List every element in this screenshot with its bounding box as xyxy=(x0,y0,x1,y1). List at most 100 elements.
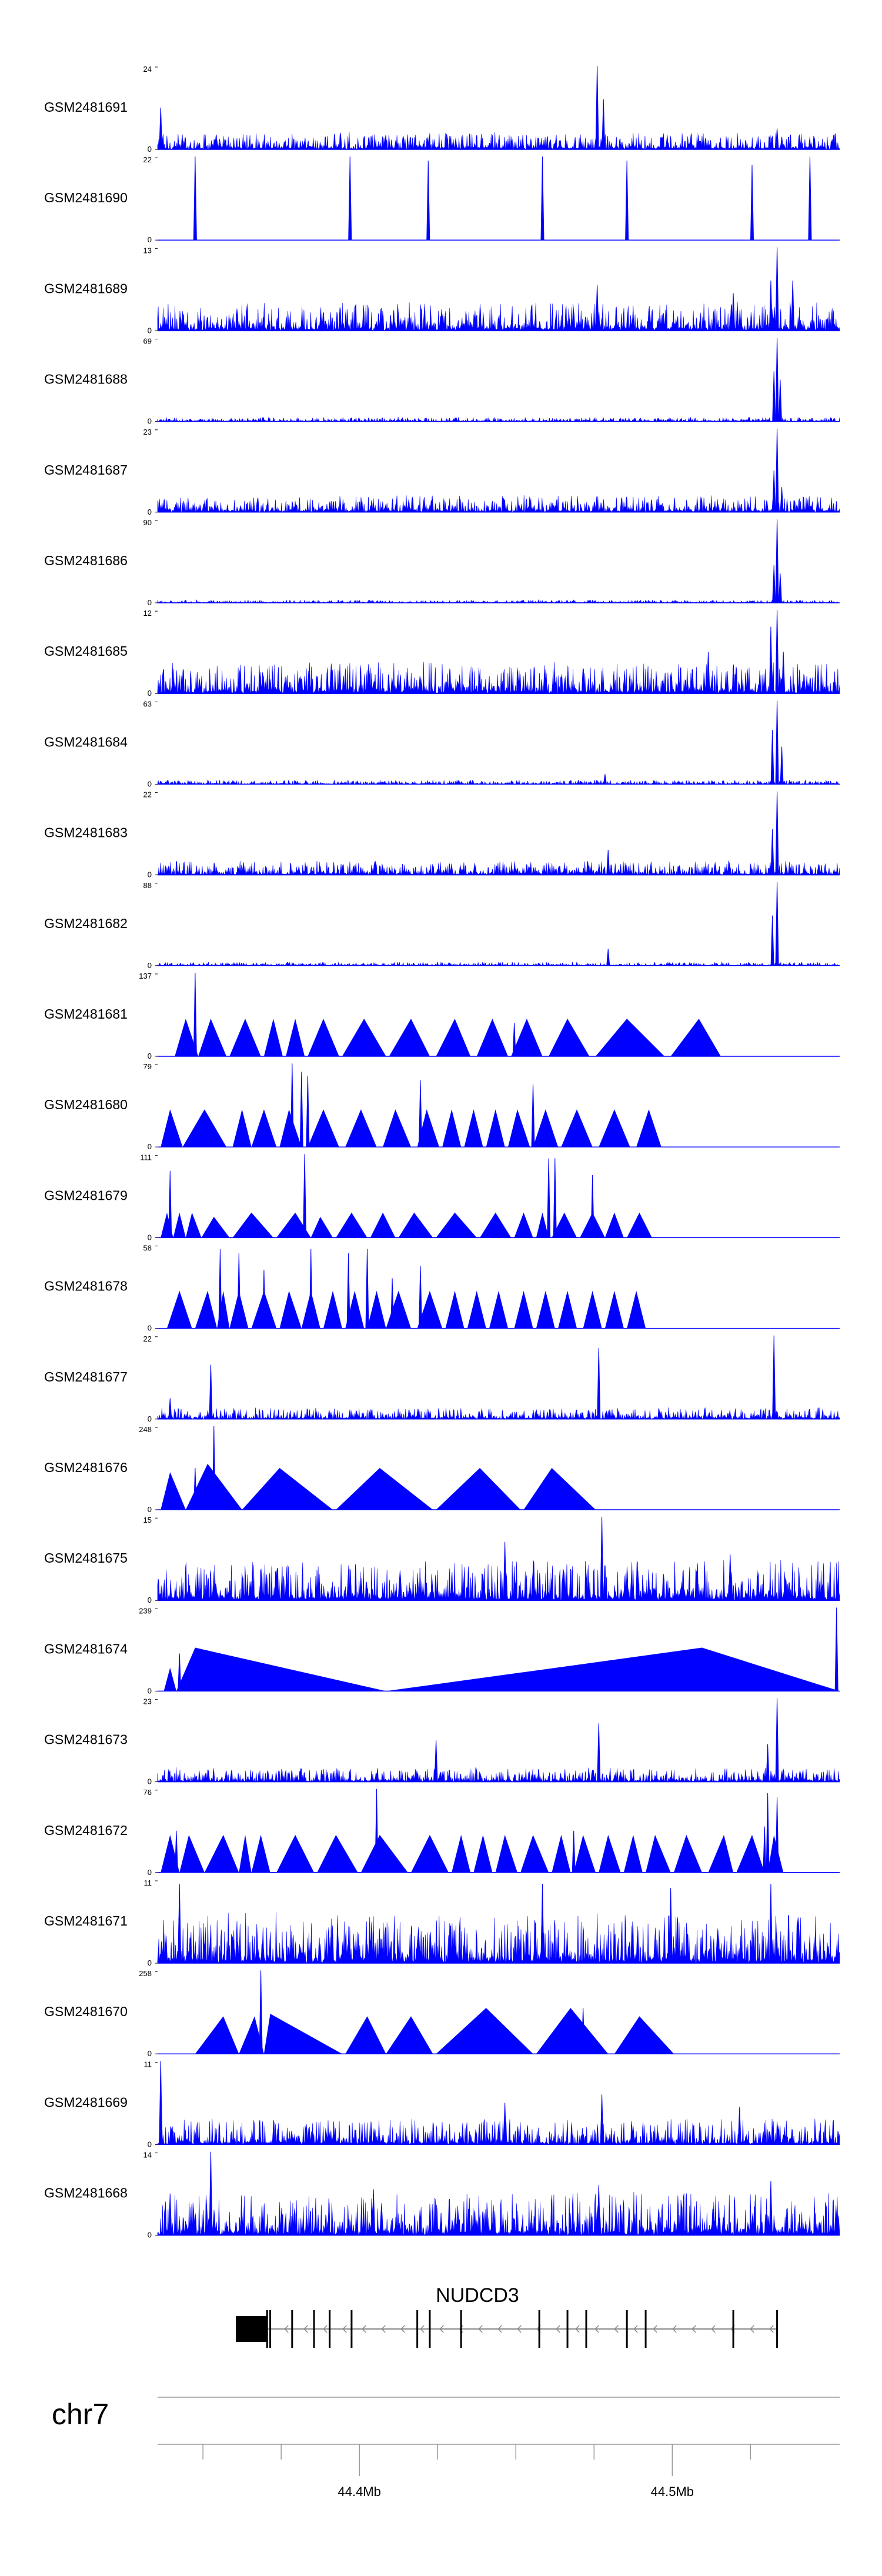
coverage-spike xyxy=(513,1023,516,1056)
coverage-area xyxy=(158,1767,840,1782)
coverage-spike xyxy=(776,792,779,875)
coverage-peak xyxy=(489,1291,508,1329)
gene-exon xyxy=(329,2310,330,2348)
coverage-spike xyxy=(776,700,779,784)
coverage-spike xyxy=(572,1831,575,1873)
y-min-label: 0 xyxy=(148,417,152,426)
coverage-spike xyxy=(596,66,599,149)
coverage-spike xyxy=(771,916,774,966)
track-label: GSM2481688 xyxy=(44,372,128,387)
coverage-peak xyxy=(233,1109,252,1147)
gene-exon xyxy=(776,2310,778,2348)
track-GSM2481682: GSM2481682880 xyxy=(44,881,840,970)
coverage-spike xyxy=(212,1426,215,1510)
coverage-peak xyxy=(436,1019,471,1056)
coverage-spike xyxy=(773,1336,776,1419)
coverage-spike xyxy=(707,652,710,693)
coverage-spike xyxy=(602,99,605,149)
coverage-area xyxy=(158,132,840,149)
coverage-spike xyxy=(763,1827,766,1873)
gene-exon xyxy=(460,2310,462,2348)
coverage-spike xyxy=(262,1270,265,1328)
coverage-peak xyxy=(496,1835,517,1873)
coverage-spike xyxy=(603,774,606,784)
coverage-peak xyxy=(627,1213,652,1238)
coverage-spike xyxy=(600,1517,603,1600)
coverage-peak xyxy=(317,1835,358,1873)
coverage-spike xyxy=(597,1723,600,1781)
track-GSM2481687: GSM2481687230 xyxy=(44,428,840,516)
coverage-spike xyxy=(776,429,779,512)
track-label: GSM2481686 xyxy=(44,553,128,568)
track-label: GSM2481675 xyxy=(44,1550,128,1566)
coverage-peak xyxy=(201,1217,229,1238)
y-min-label: 0 xyxy=(148,2231,152,2240)
y-min-label: 0 xyxy=(148,1505,152,1514)
coverage-peak xyxy=(674,1835,702,1873)
y-max-label: 76 xyxy=(143,1788,152,1797)
y-min-label: 0 xyxy=(148,779,152,788)
coverage-peak xyxy=(442,1109,461,1147)
utr-exon xyxy=(236,2316,267,2342)
coverage-peak xyxy=(508,1109,530,1147)
y-min-label: 0 xyxy=(148,326,152,335)
track-label: GSM2481668 xyxy=(44,2185,128,2201)
y-max-label: 90 xyxy=(143,518,152,527)
track-label: GSM2481671 xyxy=(44,1913,128,1928)
gene-name-label: NUDCD3 xyxy=(436,2284,519,2307)
axis-tick-label: 44.4Mb xyxy=(338,2484,381,2499)
coverage-peak xyxy=(389,1019,430,1056)
coverage-peak xyxy=(286,1019,305,1056)
coverage-peak xyxy=(536,2008,608,2054)
coverage-peak xyxy=(386,2016,433,2054)
track-GSM2481673: GSM2481673 23 0 xyxy=(44,1697,840,1786)
coverage-peak xyxy=(473,1835,492,1873)
coverage-spike xyxy=(309,1249,312,1329)
track-GSM2481672: GSM2481672760 xyxy=(44,1788,840,1877)
y-min-label: 0 xyxy=(148,961,152,970)
coverage-peak xyxy=(574,1835,596,1873)
y-min-label: 0 xyxy=(148,235,152,244)
coverage-peak xyxy=(736,1835,764,1873)
y-max-label: 111 xyxy=(140,1153,152,1162)
coverage-area xyxy=(158,662,840,693)
coverage-peak xyxy=(524,1468,596,1510)
track-GSM2481680: GSM2481680790 xyxy=(44,1062,840,1151)
coverage-area xyxy=(158,2192,840,2235)
coverage-peak xyxy=(264,2014,342,2054)
coverage-peak xyxy=(436,2008,533,2054)
y-min-label: 0 xyxy=(148,1052,152,1060)
gene-exon xyxy=(429,2310,430,2348)
gene-exon xyxy=(266,2310,268,2348)
track-label: GSM2481683 xyxy=(44,825,128,840)
y-max-label: 15 xyxy=(143,1516,152,1524)
coverage-peak xyxy=(370,1213,396,1238)
track-GSM2481691: GSM2481691240 xyxy=(44,65,840,154)
coverage-area xyxy=(158,962,840,966)
y-min-label: 0 xyxy=(148,1233,152,1242)
coverage-peak xyxy=(386,1291,411,1329)
coverage-spike xyxy=(607,949,610,965)
coverage-peak xyxy=(167,1291,192,1329)
coverage-spike xyxy=(769,627,772,694)
axis-tick-label: 44.5Mb xyxy=(651,2484,694,2499)
y-max-label: 22 xyxy=(143,1334,152,1343)
coverage-spike xyxy=(776,882,779,966)
coverage-peak xyxy=(342,1019,386,1056)
coverage-area xyxy=(158,417,840,421)
coverage-spike xyxy=(391,1278,394,1328)
coverage-spike xyxy=(776,1699,779,1782)
coverage-spike xyxy=(366,1249,369,1329)
coverage-spike xyxy=(193,156,196,240)
coverage-peak xyxy=(280,1291,302,1329)
coverage-peak xyxy=(195,1291,217,1329)
y-min-label: 0 xyxy=(148,508,152,516)
gene-exon xyxy=(645,2310,647,2348)
y-max-label: 88 xyxy=(143,881,152,890)
track-GSM2481688: GSM2481688690 xyxy=(44,337,840,426)
gene-exon xyxy=(313,2310,315,2348)
coverage-spike xyxy=(159,108,162,149)
gene-exon xyxy=(269,2310,271,2348)
gene-exon xyxy=(350,2310,352,2348)
coverage-peak xyxy=(161,1109,182,1147)
